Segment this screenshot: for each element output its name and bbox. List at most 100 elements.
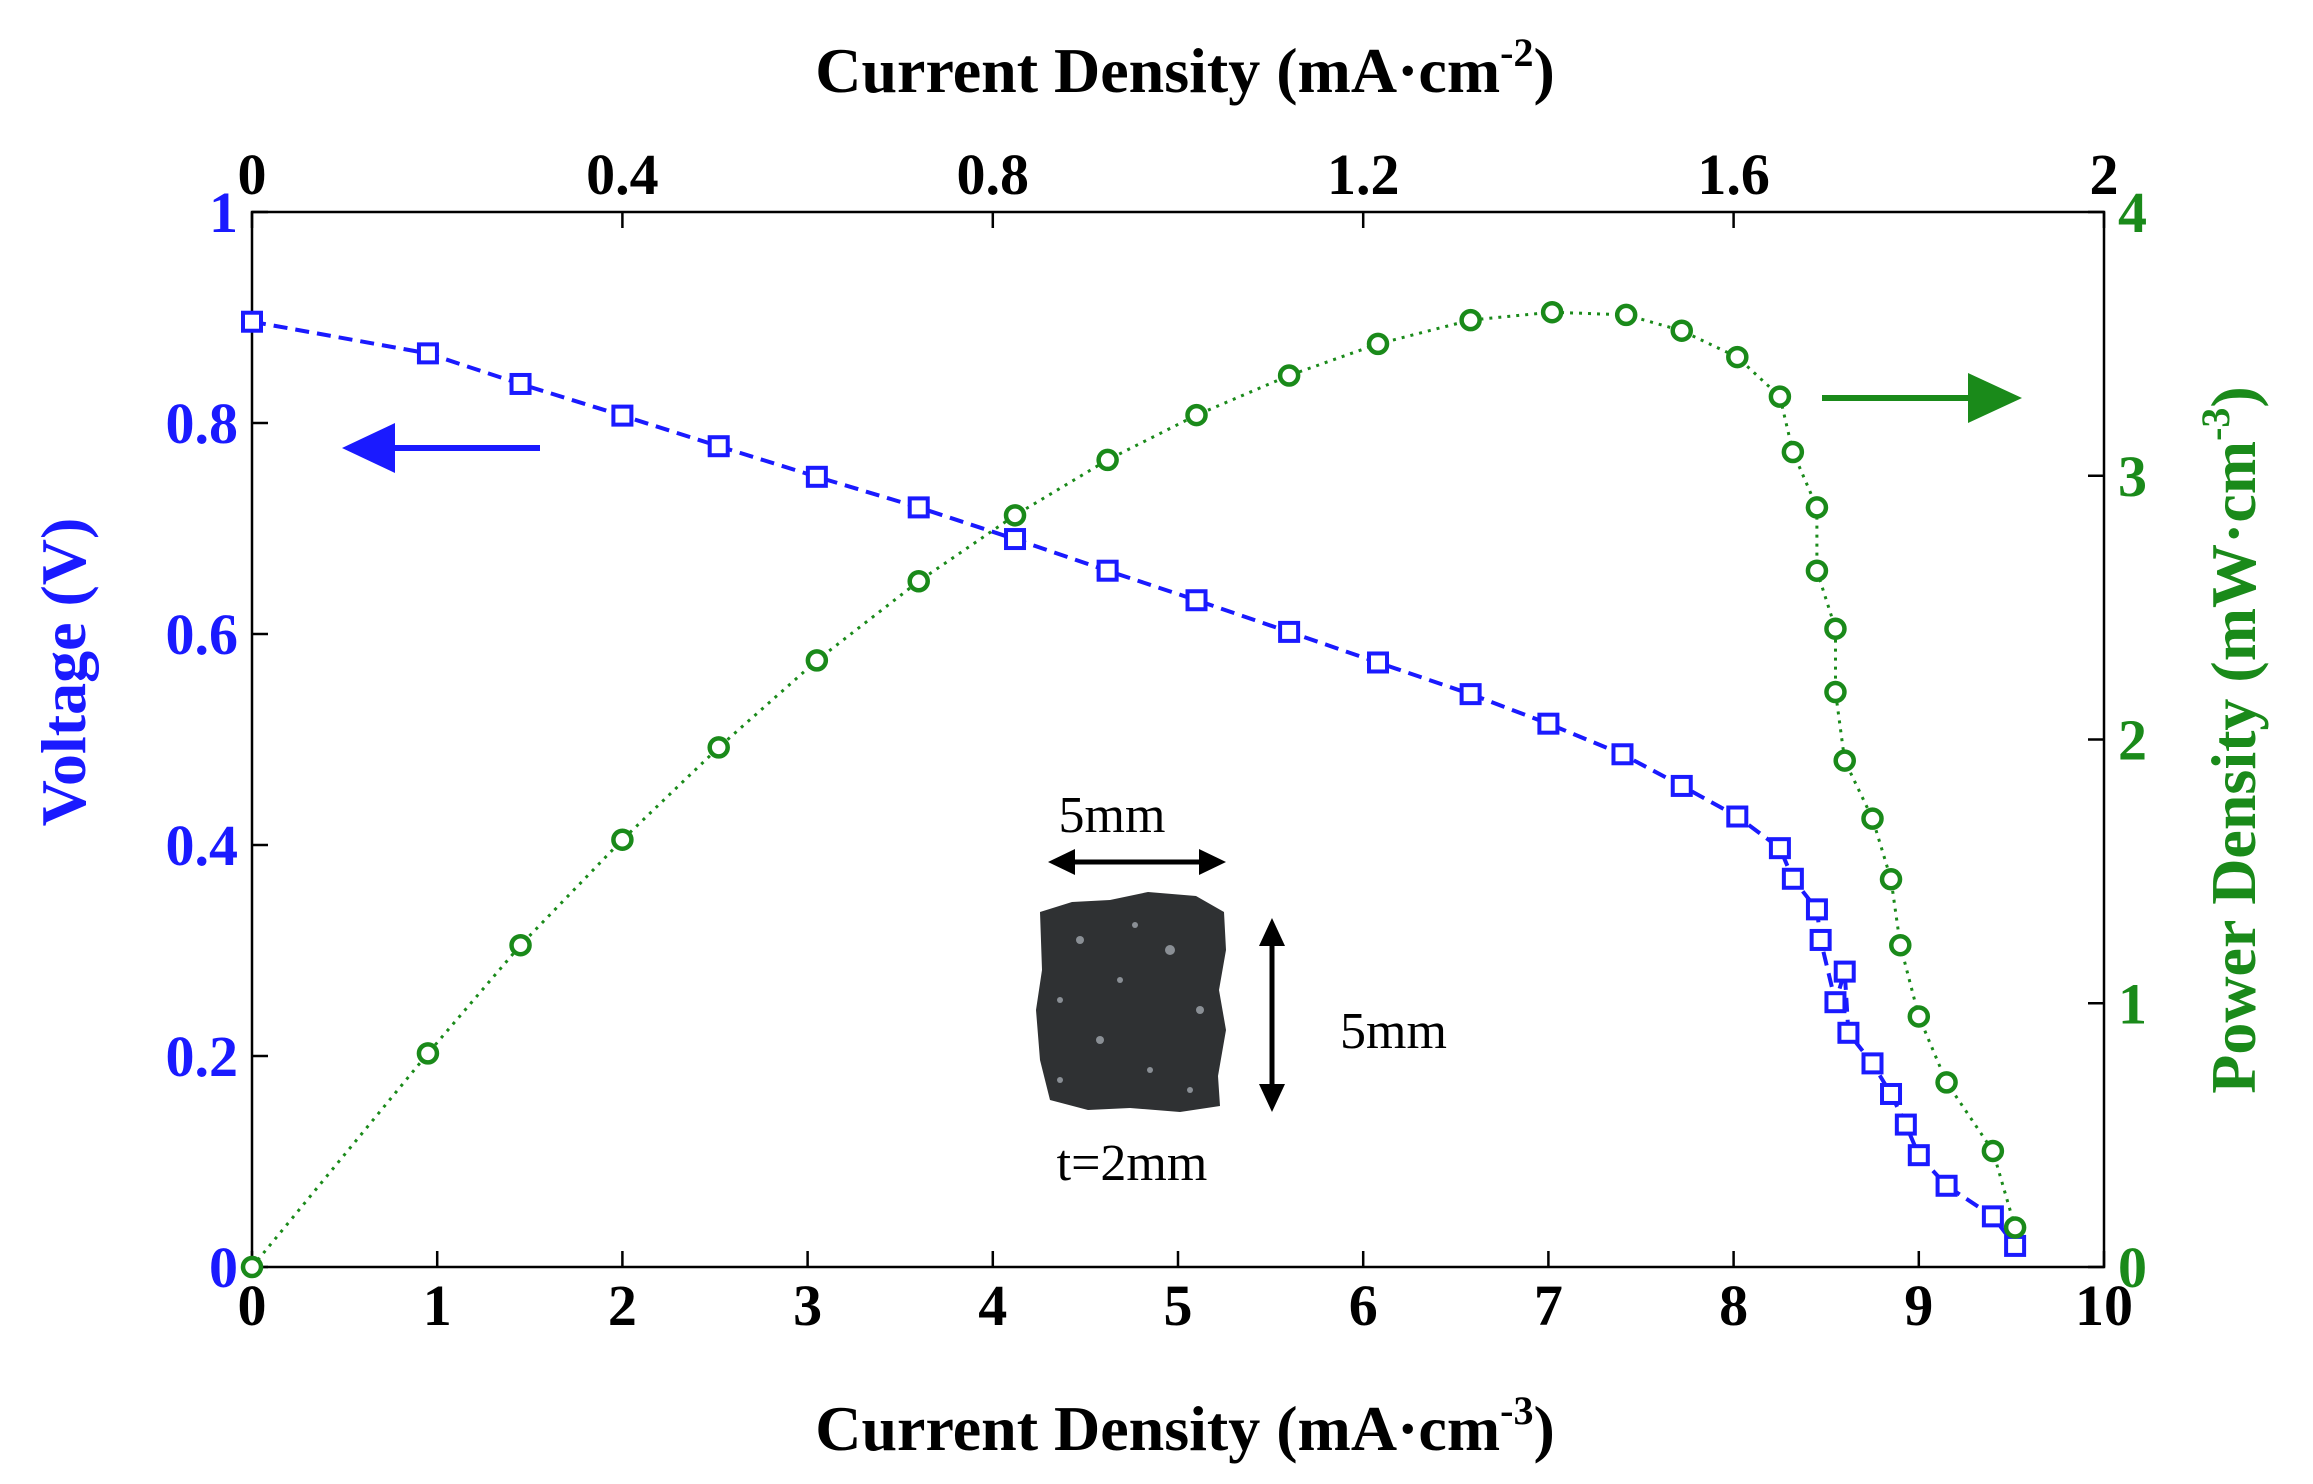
inset-width-label: 5mm: [1059, 787, 1166, 844]
series-1-point: [1278, 620, 1301, 643]
series-1-point: [1367, 651, 1390, 674]
x-bottom-tick-label: 1: [423, 1273, 452, 1338]
series-2-point: [509, 933, 532, 957]
series-1-point: [1768, 837, 1791, 860]
x-top-tick-label: 1.6: [1697, 142, 1770, 207]
speckle: [1187, 1087, 1193, 1093]
series-2-point: [1935, 1071, 1958, 1094]
x-bottom-tick-label: 8: [1719, 1273, 1748, 1338]
series-2-point: [1861, 807, 1884, 830]
series-2-point: [1824, 680, 1847, 704]
x-bottom-tick-label: 10: [2075, 1273, 2133, 1338]
series-1-point: [1726, 805, 1749, 828]
y-left-tick-label: 0.4: [166, 813, 239, 878]
series-1-point: [1096, 559, 1119, 582]
speckle: [1057, 1077, 1063, 1083]
series-2-point: [1366, 332, 1390, 356]
speckle: [1096, 1036, 1104, 1044]
y-right-tick-label: 3: [2118, 444, 2147, 509]
voltage-arrowhead: [342, 423, 395, 473]
x-top-tick-label: 0: [238, 142, 267, 207]
inset-width-arrowhead-right: [1199, 849, 1226, 875]
series-2-point: [611, 828, 634, 851]
x-bottom-tick-label: 5: [1164, 1273, 1193, 1338]
speckle: [1132, 922, 1138, 928]
y-right-tick-label: 1: [2118, 971, 2147, 1036]
series-2-point: [1907, 1005, 1931, 1028]
x-top-tick-label: 2: [2090, 142, 2119, 207]
series-1-point: [1880, 1082, 1903, 1105]
series-1-point: [1670, 774, 1693, 797]
series-2-point: [1781, 440, 1805, 464]
series-2-point: [805, 649, 829, 672]
bottom-axis-title: Current Density (mA·cm-3): [815, 1388, 1555, 1464]
series-2-point: [2003, 1216, 2027, 1239]
power-axis-arrow: [1822, 373, 2022, 423]
series-1-point: [1861, 1052, 1884, 1075]
series-2-point: [1768, 385, 1792, 408]
series-1-point: [1805, 898, 1828, 921]
series-2-point: [1459, 308, 1482, 332]
series-2-point: [1540, 300, 1564, 324]
speckle: [1165, 945, 1175, 955]
series-2-point: [1981, 1139, 2005, 1163]
series-1-point: [1981, 1205, 2004, 1228]
series-2-point: [1670, 319, 1693, 342]
series-1-point: [1833, 960, 1856, 983]
x-bottom-tick-label: 3: [793, 1273, 822, 1338]
y-left-tick-label: 0.2: [166, 1024, 239, 1089]
series-1-point: [805, 465, 828, 488]
series-1-point: [416, 342, 439, 365]
series-2-point: [1003, 504, 1027, 527]
speckle: [1196, 1006, 1204, 1014]
series-2-point: [1833, 749, 1856, 772]
series-2-point: [1726, 345, 1749, 369]
series-1-point: [707, 435, 730, 458]
series-1-point: [907, 496, 930, 519]
speckle: [1076, 936, 1084, 944]
series-2-point: [1614, 303, 1638, 327]
series-2-point: [1096, 448, 1119, 472]
series-1-point: [1537, 712, 1560, 735]
x-bottom-tick-label: 0: [238, 1273, 267, 1338]
series-2-point: [1889, 933, 1912, 957]
inset-thickness-label: t=2mm: [1057, 1135, 1208, 1192]
series-1-point: [241, 310, 263, 333]
series-layer: [240, 300, 2027, 1279]
y-right-tick-label: 0: [2118, 1235, 2147, 1300]
sample-image: [1036, 892, 1226, 1112]
series-2-point: [1824, 617, 1847, 640]
sample-speckles: [1057, 922, 1204, 1093]
x-bottom-tick-label: 7: [1534, 1273, 1563, 1338]
series-2-point: [1879, 868, 1903, 891]
series-2-point: [707, 736, 730, 759]
inset-height-label: 5mm: [1340, 1003, 1447, 1060]
x-bottom-tick-label: 4: [978, 1273, 1007, 1338]
series-2-point: [240, 1255, 264, 1279]
left-axis-title: Voltage (V): [28, 518, 99, 827]
series-2-point: [416, 1042, 440, 1065]
bottom-axis-title-sup: -3: [1500, 1388, 1533, 1433]
series-1-point: [1611, 743, 1634, 766]
series-1-point: [1809, 928, 1832, 951]
series-2-point: [1185, 403, 1208, 427]
y-left-tick-label: 0.6: [166, 602, 239, 667]
series-1-point: [1837, 1021, 1860, 1044]
series-2-point: [1805, 496, 1829, 519]
series-1-point: [1824, 991, 1847, 1014]
y-left-tick-label: 1: [209, 180, 238, 245]
speckle: [1147, 1067, 1153, 1073]
series-1-point: [1894, 1113, 1917, 1136]
y-right-tick-label: 4: [2118, 180, 2147, 245]
sample-inset: 5mm 5mm t=2mm: [1036, 787, 1447, 1192]
x-bottom-tick-label: 9: [1904, 1273, 1933, 1338]
speckle: [1057, 997, 1063, 1003]
series-1-point: [1004, 528, 1027, 551]
inset-height-arrowhead-top: [1259, 918, 1285, 946]
series-1-point: [2004, 1234, 2027, 1257]
series-1-point: [509, 372, 532, 395]
series-1-point: [1907, 1144, 1930, 1167]
series-1-point: [611, 404, 634, 427]
